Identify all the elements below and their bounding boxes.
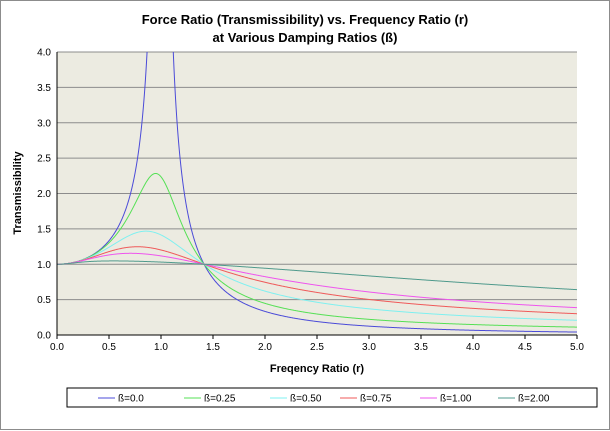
y-tick-label: 2.5 [37, 154, 51, 165]
y-tick-labels: 0.0 0.5 1.0 1.5 2.0 2.5 3.0 3.5 4.0 [37, 48, 51, 342]
x-tick-labels: 0.0 0.5 1.0 1.5 2.0 2.5 3.0 3.5 4.0 4.5 5.0 [50, 342, 584, 353]
chart-title: Force Ratio (Transmissibility) vs. Frequ… [142, 12, 469, 27]
y-tick-label: 1.0 [37, 260, 51, 271]
y-tick-label: 3.5 [37, 83, 51, 94]
y-tick-label: 3.0 [37, 118, 51, 129]
gridlines [57, 51, 577, 301]
legend: ß=0.0 ß=0.25 ß=0.50 ß=0.75 ß=1.00 ß=2.00 [98, 394, 550, 405]
legend-label: ß=0.50 [290, 394, 322, 405]
series-line-2 [57, 230, 577, 321]
legend-label: ß=0.25 [204, 394, 236, 405]
chart-subtitle: at Various Damping Ratios (ß) [213, 30, 398, 45]
series-line-5 [57, 260, 577, 291]
series-line-4 [57, 252, 577, 309]
x-tick-label: 3.0 [362, 342, 376, 353]
series-line-0 [172, 52, 577, 333]
y-tick-label: 0.0 [37, 331, 51, 342]
legend-label: ß=1.00 [440, 394, 472, 405]
x-tick-label: 4.0 [466, 342, 480, 353]
axes [56, 52, 578, 339]
y-tick-label: 2.0 [37, 189, 51, 200]
series-lines [57, 52, 577, 333]
x-tick-label: 0.0 [50, 342, 64, 353]
x-tick-label: 4.5 [518, 342, 532, 353]
x-axis-label: Freqency Ratio (r) [270, 363, 364, 375]
y-axis-label: Transmissibility [12, 151, 24, 235]
x-tick-label: 2.5 [310, 342, 324, 353]
x-tick-label: 3.5 [414, 342, 428, 353]
legend-box [66, 387, 598, 408]
y-tick-label: 1.5 [37, 224, 51, 235]
y-tick-label: 0.5 [37, 295, 51, 306]
x-tick-label: 2.0 [258, 342, 272, 353]
legend-label: ß=2.00 [518, 394, 550, 405]
series-line-3 [57, 246, 577, 315]
legend-label: ß=0.0 [118, 394, 144, 405]
legend-label: ß=0.75 [360, 394, 392, 405]
x-tick-label: 1.5 [206, 342, 220, 353]
x-tick-label: 5.0 [570, 342, 584, 353]
y-tick-label: 4.0 [37, 48, 51, 59]
x-tick-label: 0.5 [102, 342, 116, 353]
series-line-1 [57, 172, 577, 328]
x-tick-label: 1.0 [154, 342, 168, 353]
